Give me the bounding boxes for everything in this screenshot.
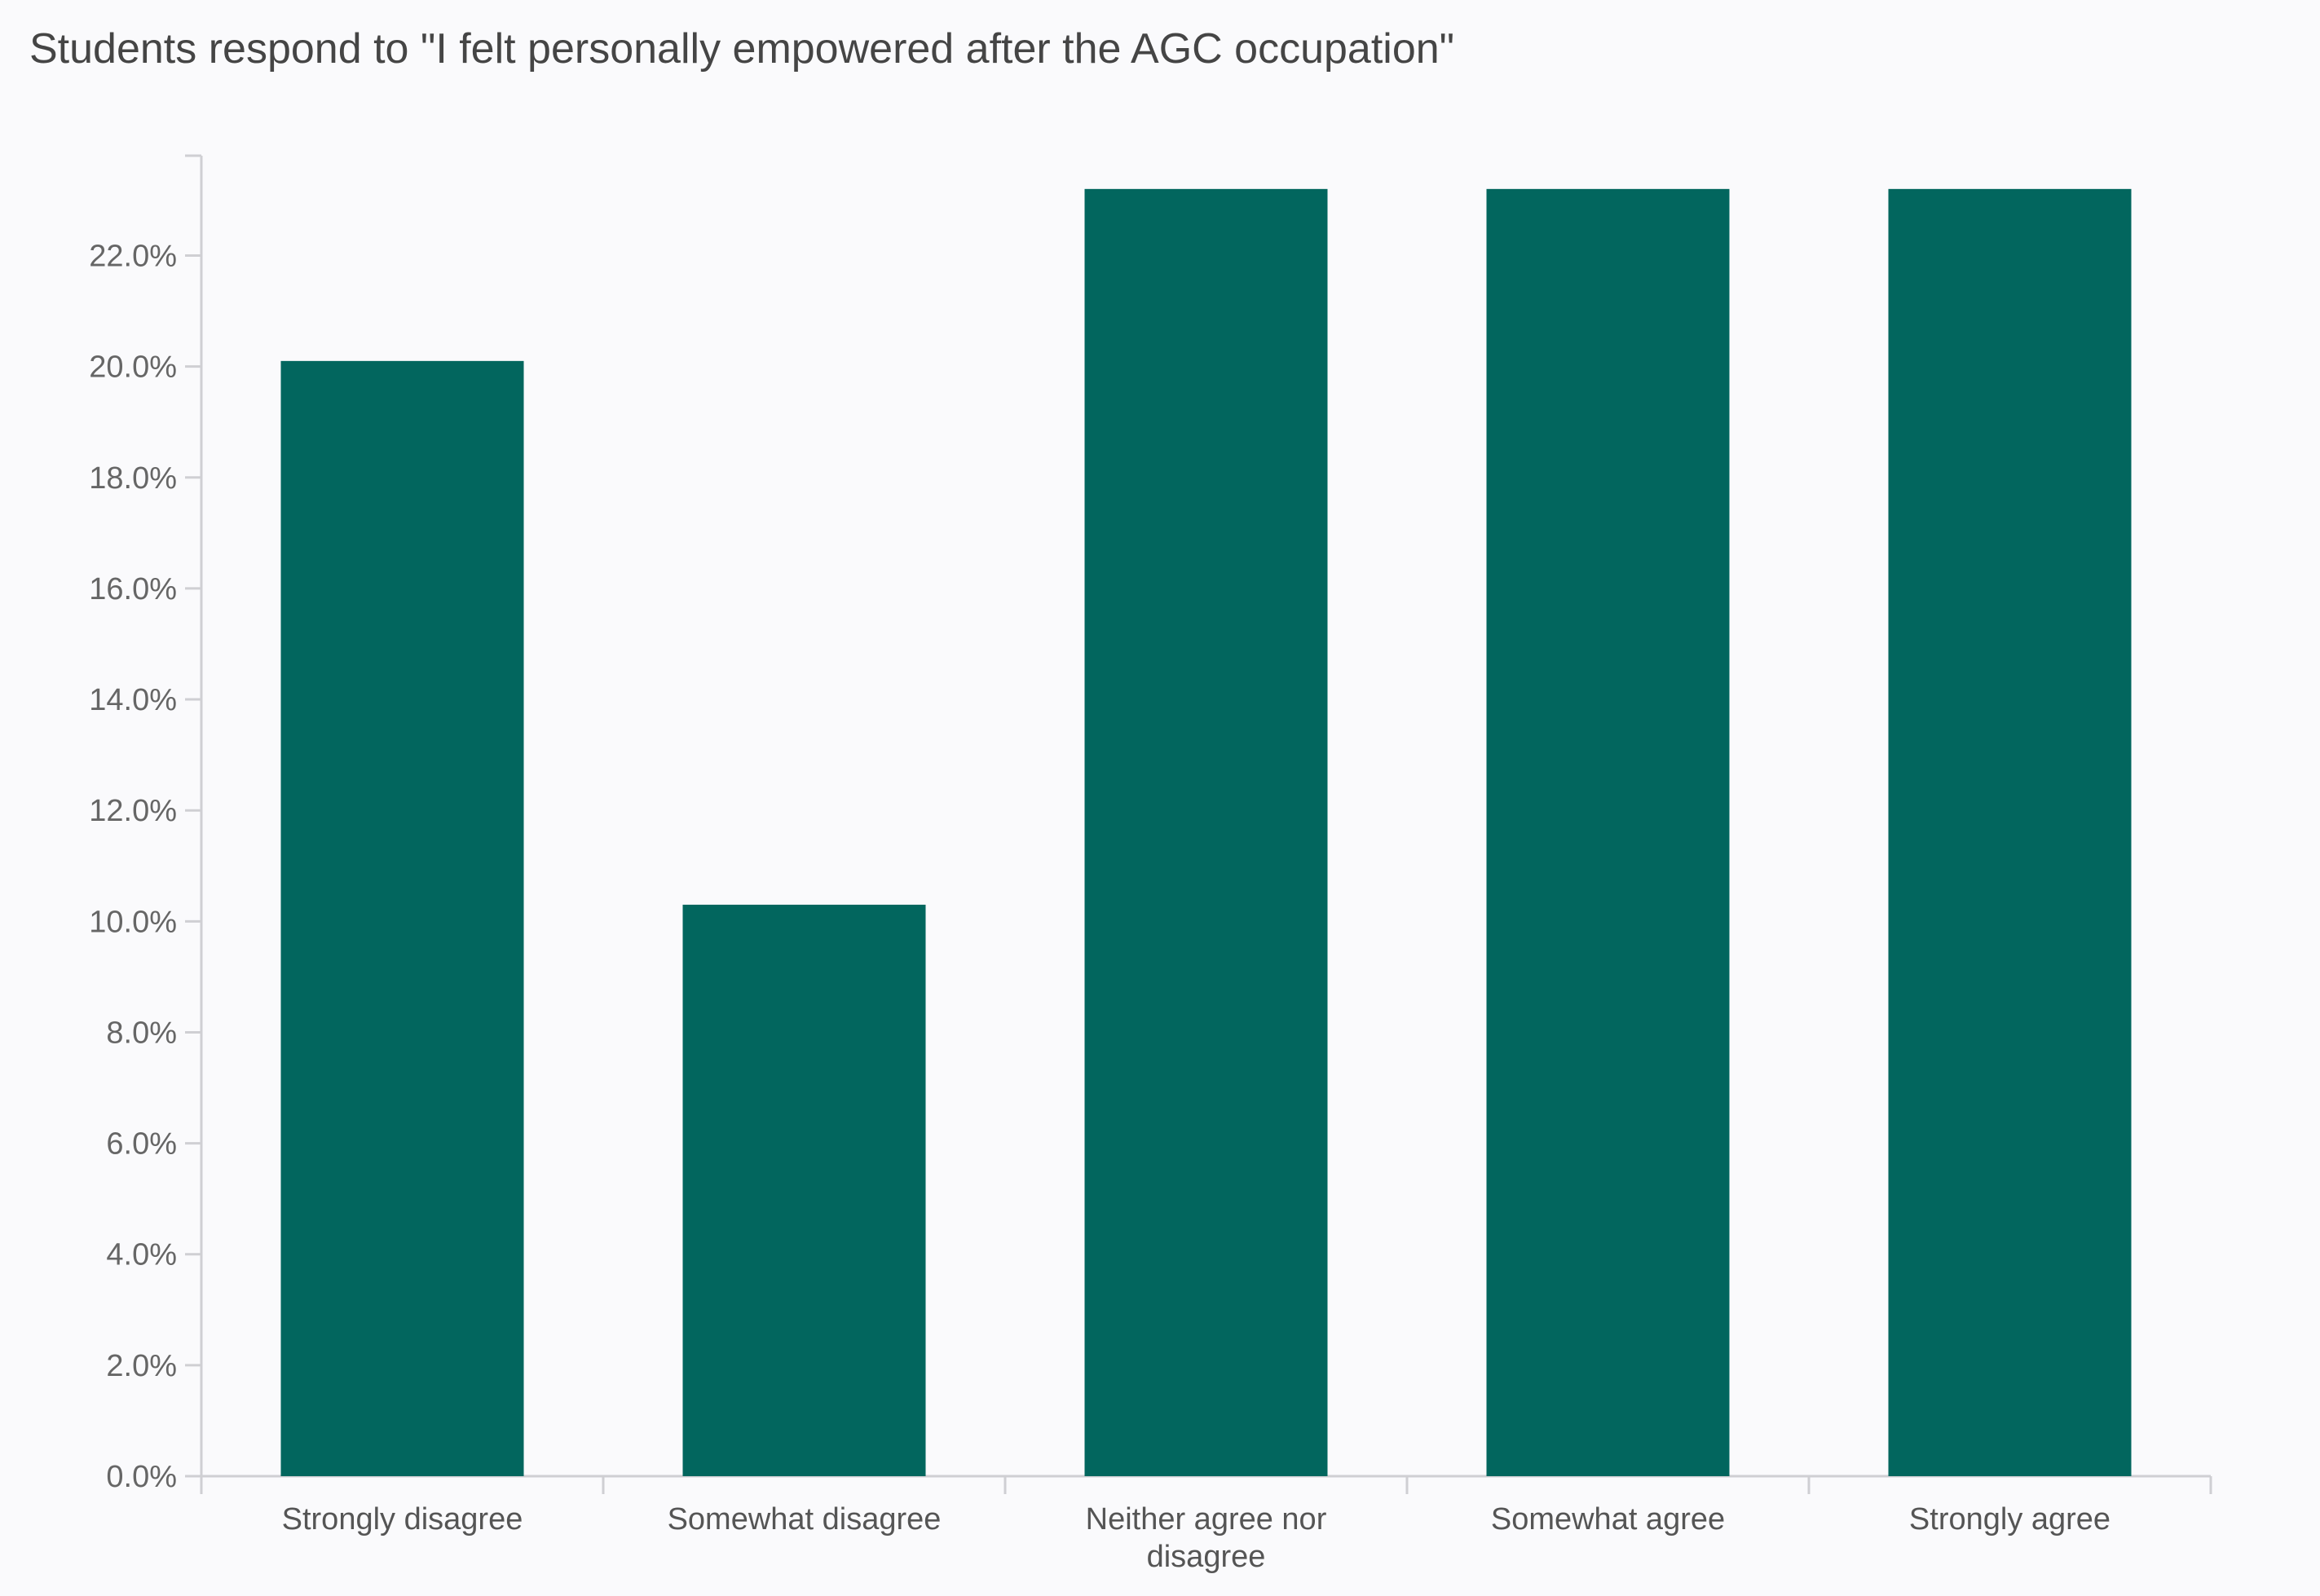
bar-neither-agree-nor-disagree — [1084, 188, 1328, 1476]
y-tick-label: 6.0% — [106, 1127, 177, 1162]
y-tick-label: 0.0% — [106, 1460, 177, 1494]
y-tick-label: 18.0% — [89, 461, 177, 496]
x-category-label: Somewhat agree — [1491, 1502, 1725, 1536]
y-tick-label: 16.0% — [89, 572, 177, 606]
x-category-label: Somewhat disagree — [668, 1502, 942, 1536]
y-tick-label: 20.0% — [89, 351, 177, 385]
y-tick-label: 10.0% — [89, 905, 177, 939]
bar-strongly-disagree — [280, 360, 524, 1476]
y-tick-label: 22.0% — [89, 240, 177, 274]
y-tick-label: 8.0% — [106, 1016, 177, 1050]
y-tick-label: 4.0% — [106, 1238, 177, 1272]
y-tick-label: 14.0% — [89, 683, 177, 717]
bar-strongly-agree — [1888, 188, 2132, 1476]
bar-somewhat-disagree — [682, 904, 926, 1476]
x-category-label: Neither agree nor disagree — [1086, 1502, 1327, 1574]
x-category-label: Strongly disagree — [282, 1502, 523, 1536]
x-category-label: Strongly agree — [1909, 1502, 2110, 1536]
chart-title: Students respond to "I felt personally e… — [29, 25, 1455, 73]
bar-somewhat-agree — [1486, 188, 1730, 1476]
y-tick-label: 12.0% — [89, 794, 177, 828]
y-tick-label: 2.0% — [106, 1349, 177, 1383]
